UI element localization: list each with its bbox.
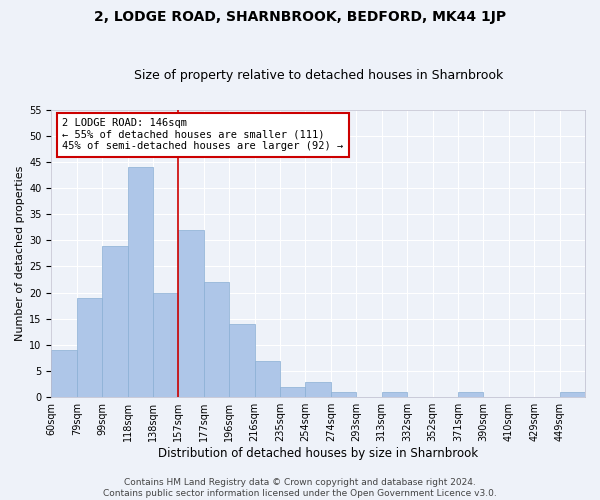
Y-axis label: Number of detached properties: Number of detached properties [15,166,25,341]
X-axis label: Distribution of detached houses by size in Sharnbrook: Distribution of detached houses by size … [158,447,478,460]
Bar [52,350,77,397]
Bar [305,382,331,397]
Text: 2 LODGE ROAD: 146sqm
← 55% of detached houses are smaller (111)
45% of semi-deta: 2 LODGE ROAD: 146sqm ← 55% of detached h… [62,118,343,152]
Bar [204,282,229,397]
Bar [458,392,484,397]
Bar [128,167,153,397]
Bar [102,246,128,397]
Bar [382,392,407,397]
Bar [153,292,178,397]
Text: 2, LODGE ROAD, SHARNBROOK, BEDFORD, MK44 1JP: 2, LODGE ROAD, SHARNBROOK, BEDFORD, MK44… [94,10,506,24]
Bar [331,392,356,397]
Title: Size of property relative to detached houses in Sharnbrook: Size of property relative to detached ho… [134,69,503,82]
Text: Contains HM Land Registry data © Crown copyright and database right 2024.
Contai: Contains HM Land Registry data © Crown c… [103,478,497,498]
Bar [254,360,280,397]
Bar [77,298,102,397]
Bar [280,386,305,397]
Bar [560,392,585,397]
Bar [178,230,204,397]
Bar [229,324,254,397]
